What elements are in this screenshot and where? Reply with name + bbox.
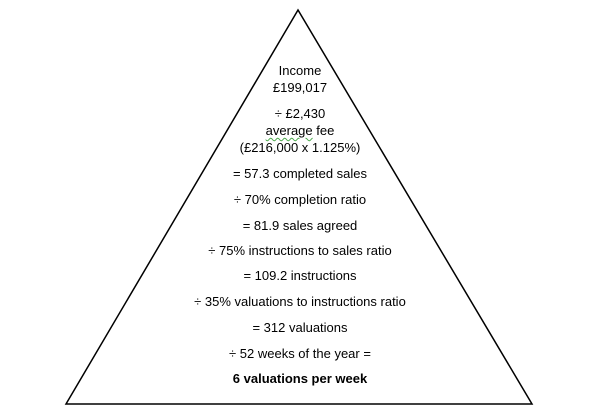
completed-sales: = 57.3 completed sales <box>232 166 368 181</box>
valuations-to-instructions-ratio: ÷ 35% valuations to instructions ratio <box>194 294 406 309</box>
fee-divisor: ÷ £2,430 <box>274 106 326 121</box>
fee-calculation: (£216,000 x 1.125%) <box>239 140 361 155</box>
sales-agreed: = 81.9 sales agreed <box>242 218 358 233</box>
pyramid-triangle <box>64 8 534 405</box>
average-fee-label: average fee <box>0 123 600 139</box>
income-value: £199,017 <box>272 80 328 95</box>
completion-ratio: ÷ 70% completion ratio <box>233 192 367 207</box>
fee-word: fee <box>312 123 335 138</box>
valuations-count: = 312 valuations <box>252 320 348 335</box>
valuations-per-week-result: 6 valuations per week <box>232 371 368 386</box>
instructions-to-sales-ratio: ÷ 75% instructions to sales ratio <box>208 243 392 258</box>
income-label: Income <box>278 63 322 78</box>
average-word: average <box>265 123 313 138</box>
weeks-of-year: ÷ 52 weeks of the year = <box>229 346 371 361</box>
instructions-count: = 109.2 instructions <box>243 268 357 283</box>
